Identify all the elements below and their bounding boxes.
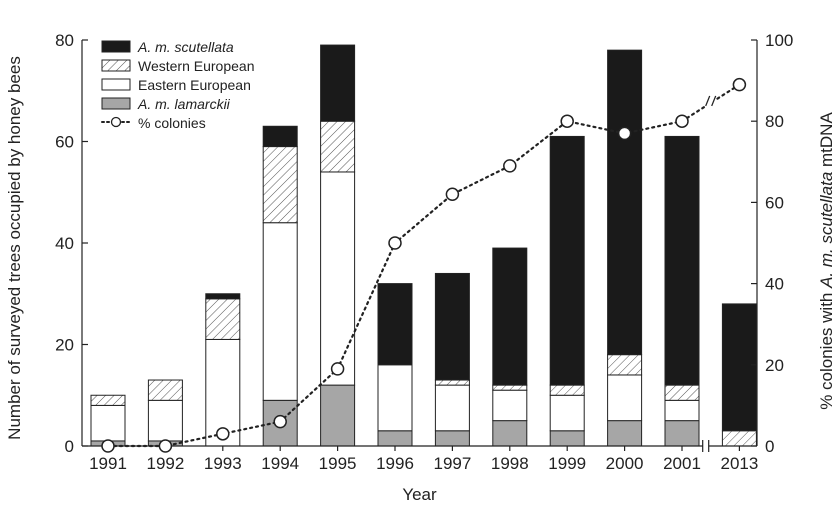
x-tick-label-1992: 1992 (146, 454, 184, 473)
bar-eastern-european-1997 (434, 384, 470, 432)
bar-eastern-european-2001 (664, 399, 700, 422)
bar-western-european-1998 (492, 384, 528, 391)
y-axis-title: Number of surveyed trees occupied by hon… (5, 56, 24, 440)
y2-axis-title-part-1: A. m. scutellata (817, 172, 836, 289)
y2-axis-title-part-2: mtDNA (817, 112, 836, 172)
percent-point-1997 (445, 187, 460, 202)
y-tick-label-40: 40 (55, 234, 74, 253)
percent-point-1995 (330, 362, 345, 376)
x-tick-label-1994: 1994 (261, 454, 299, 473)
bar-western-european-2013 (721, 430, 757, 447)
y-tick-label-20: 20 (55, 336, 74, 355)
bar-eastern-european-2000 (607, 374, 643, 422)
bar-a-m-scutellata-1996 (377, 283, 413, 366)
bar-western-european-1992 (147, 379, 183, 401)
bar-western-european-2000 (607, 354, 643, 376)
bar-eastern-european-1995 (320, 171, 356, 386)
legend-label-eastern-european: Eastern European (138, 77, 251, 93)
y2-tick-label-20: 20 (765, 356, 784, 375)
bar-a-m-scutellata-2013 (721, 303, 757, 432)
y2-axis-title-part-0: % colonies with (817, 288, 836, 410)
bar-eastern-european-1994 (262, 222, 298, 401)
legend-swatch-a-m-lamarckii (101, 97, 131, 110)
y2-tick-label-100: 100 (765, 31, 793, 50)
y-tick-label-60: 60 (55, 133, 74, 152)
legend-swatch-a-m-scutellata (101, 40, 131, 53)
bar-a-m-lamarckii-1997 (434, 430, 470, 447)
x-tick-label-1999: 1999 (548, 454, 586, 473)
bar-a-m-lamarckii-1995 (320, 384, 356, 447)
percent-line-break-gap (705, 96, 716, 107)
legend-label-a-m-scutellata: A. m. scutellata (137, 39, 234, 55)
legend-label-western-european: Western European (138, 58, 254, 74)
x-tick-label-1995: 1995 (319, 454, 357, 473)
percent-point-2001 (675, 114, 689, 128)
bar-a-m-scutellata-1998 (492, 247, 528, 386)
legend-swatch-eastern-european (101, 78, 131, 91)
bar-a-m-scutellata-1993 (205, 293, 241, 300)
bar-eastern-european-1999 (549, 394, 585, 432)
x-tick-label-1991: 1991 (89, 454, 127, 473)
bar-western-european-1999 (549, 384, 585, 396)
bar-a-m-scutellata-1999 (549, 135, 585, 386)
y-tick-label-0: 0 (65, 437, 74, 456)
legend-swatch-marker (110, 116, 122, 128)
y2-tick-label-60: 60 (765, 193, 784, 212)
percent-point-2000 (617, 126, 632, 141)
y2-axis-title: % colonies with A. m. scutellata mtDNA (817, 112, 836, 410)
x-tick-label-2001: 2001 (663, 454, 701, 473)
bar-a-m-scutellata-1994 (262, 125, 298, 148)
bar-western-european-1997 (434, 379, 470, 386)
legend-swatch-western-european (101, 59, 131, 72)
y2-tick-label-0: 0 (765, 437, 774, 456)
bar-western-european-1994 (262, 146, 298, 224)
bar-a-m-scutellata-2001 (664, 135, 700, 386)
bar-a-m-scutellata-2000 (607, 49, 643, 356)
bars-group (90, 44, 757, 447)
bar-a-m-lamarckii-1996 (377, 430, 413, 447)
bar-eastern-european-1992 (147, 399, 183, 442)
percent-point-1996 (388, 236, 402, 250)
axes-group: 0 20 40 60 80 0 20 40 60 80 100 1991 1992 1993 1994 199… (55, 31, 793, 473)
percent-line-group (101, 77, 747, 453)
bar-western-european-1993 (205, 298, 241, 340)
bar-a-m-lamarckii-1998 (492, 420, 528, 447)
bar-a-m-lamarckii-2000 (607, 420, 643, 447)
bar-a-m-lamarckii-1999 (549, 430, 585, 447)
bar-eastern-european-1996 (377, 364, 413, 432)
x-tick-label-1993: 1993 (204, 454, 242, 473)
y2-tick-label-80: 80 (765, 112, 784, 131)
x-tick-label-1996: 1996 (376, 454, 414, 473)
percent-point-2013 (732, 77, 747, 92)
x-axis-title: Year (402, 485, 437, 504)
bar-western-european-1995 (320, 120, 356, 173)
legend-label-colonies: % colonies (138, 115, 206, 131)
percent-line-break-mark-2 (711, 95, 717, 107)
legend-label-a-m-lamarckii: A. m. lamarckii (137, 96, 231, 112)
x-tick-label-1997: 1997 (433, 454, 471, 473)
bar-a-m-scutellata-1995 (320, 44, 356, 122)
percent-point-1998 (503, 159, 517, 173)
percent-line-break-mark-1 (705, 95, 711, 107)
y2-tick-label-40: 40 (765, 275, 784, 294)
x-tick-label-1998: 1998 (491, 454, 529, 473)
legend: A. m. scutellata Western European Eastern … (101, 39, 254, 131)
percent-point-1993 (216, 427, 230, 441)
x-tick-label-2000: 2000 (606, 454, 644, 473)
percent-point-1994 (273, 414, 287, 429)
bar-eastern-european-1998 (492, 389, 528, 422)
bar-eastern-european-1991 (90, 404, 126, 442)
bar-western-european-2001 (664, 384, 700, 401)
y-tick-label-80: 80 (55, 31, 74, 50)
percent-point-1992 (158, 439, 173, 453)
bar-a-m-lamarckii-2001 (664, 420, 700, 447)
percent-point-1999 (560, 114, 574, 128)
x-tick-label-2013: 2013 (720, 454, 758, 473)
bar-a-m-scutellata-1997 (434, 272, 470, 381)
bar-western-european-1991 (90, 394, 126, 406)
percent-point-1991 (101, 439, 115, 453)
percent-line-segment-final (680, 83, 741, 123)
